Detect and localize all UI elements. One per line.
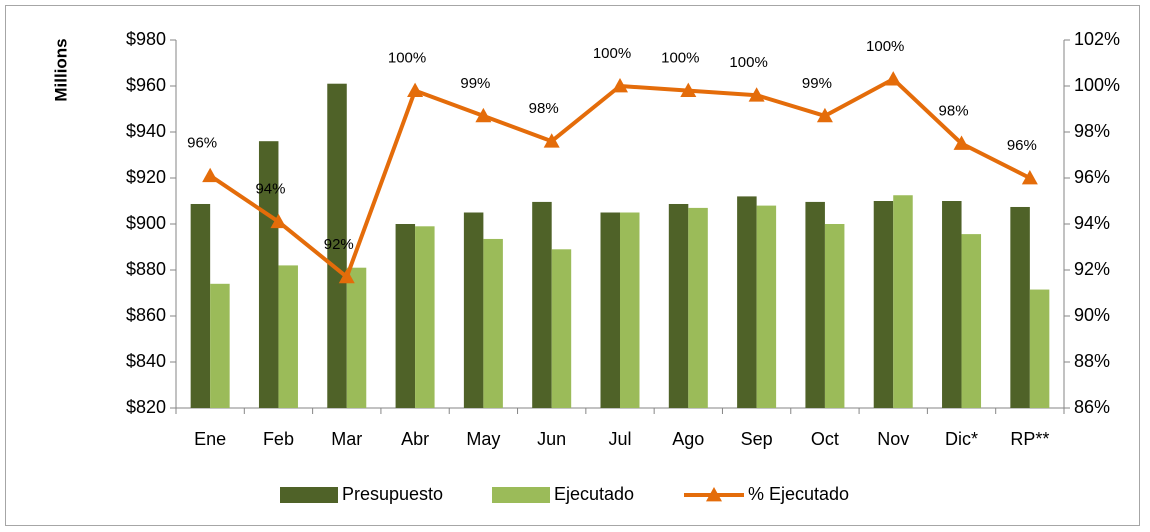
line-marker: [680, 82, 697, 97]
data-label: 98%: [939, 102, 969, 119]
y2-tick-label: 86%: [1074, 397, 1110, 417]
bar: [873, 201, 894, 408]
y-tick-label: $960: [126, 75, 166, 95]
bar: [600, 212, 620, 408]
line-marker: [612, 78, 628, 93]
bar: [620, 212, 640, 408]
x-tick-label: Mar: [331, 429, 362, 449]
x-tick-label: Jun: [537, 429, 566, 449]
bar: [1029, 289, 1050, 408]
line-marker: [543, 133, 560, 148]
bar: [688, 207, 708, 408]
data-label: 96%: [1007, 137, 1037, 154]
bar: [278, 265, 298, 408]
bar: [327, 83, 347, 408]
x-tick-label: Nov: [877, 429, 909, 449]
bar: [805, 201, 825, 408]
line-marker: [953, 135, 970, 150]
y2-tick-label: 98%: [1074, 121, 1110, 141]
data-label: 100%: [729, 54, 767, 71]
legend-label: % Ejecutado: [748, 484, 849, 504]
x-tick-label: Abr: [401, 429, 429, 449]
bar: [463, 212, 484, 408]
x-tick-label: Sep: [741, 429, 773, 449]
data-label: 96%: [187, 135, 217, 152]
data-label: 99%: [802, 75, 832, 92]
y-tick-label: $940: [126, 121, 166, 141]
line-marker: [1021, 170, 1038, 185]
y-tick-label: $820: [126, 397, 166, 417]
y-tick-label: $920: [126, 167, 166, 187]
bar: [395, 224, 416, 408]
data-label: 99%: [460, 75, 490, 92]
x-tick-label: RP**: [1010, 429, 1049, 449]
bar: [1010, 206, 1030, 408]
y-axis-label: Millions: [51, 38, 70, 101]
bar: [415, 226, 435, 408]
data-label: 100%: [661, 50, 699, 67]
y2-tick-label: 96%: [1074, 167, 1110, 187]
x-tick-label: Feb: [263, 429, 294, 449]
line-marker: [202, 167, 219, 183]
bar: [668, 203, 689, 408]
bar: [961, 234, 982, 408]
x-tick-label: May: [466, 429, 500, 449]
legend-swatch: [280, 487, 338, 503]
line-marker: [270, 213, 287, 229]
bar: [893, 195, 913, 408]
y2-tick-label: 100%: [1074, 75, 1120, 95]
y-tick-label: $860: [126, 305, 166, 325]
bar: [190, 203, 211, 408]
legend-swatch: [492, 487, 550, 503]
line-marker: [338, 268, 355, 284]
data-label: 100%: [388, 50, 426, 67]
bar: [942, 201, 962, 408]
bar: [346, 267, 367, 408]
bar: [532, 201, 552, 408]
line-marker: [816, 107, 833, 123]
y2-tick-label: 94%: [1074, 213, 1110, 233]
y-tick-label: $840: [126, 351, 166, 371]
bar: [824, 224, 845, 408]
x-tick-label: Jul: [608, 429, 631, 449]
y-tick-label: $980: [126, 29, 166, 49]
legend-label: Ejecutado: [554, 484, 634, 504]
line-marker: [748, 87, 765, 102]
line-marker: [885, 71, 902, 86]
line-marker: [407, 82, 424, 97]
y-tick-label: $880: [126, 259, 166, 279]
bar: [483, 238, 503, 408]
data-label: 100%: [866, 38, 904, 55]
bar: [258, 141, 279, 408]
y-tick-label: $900: [126, 213, 166, 233]
data-label: 94%: [255, 181, 285, 198]
y2-tick-label: 102%: [1074, 29, 1120, 49]
bar: [756, 205, 777, 408]
data-label: 92%: [324, 236, 354, 253]
bar: [551, 249, 572, 408]
x-tick-label: Oct: [811, 429, 839, 449]
x-tick-label: Ago: [672, 429, 704, 449]
data-label: 100%: [593, 45, 631, 62]
y2-tick-label: 92%: [1074, 259, 1110, 279]
x-tick-label: Dic*: [945, 429, 978, 449]
data-label: 98%: [529, 100, 559, 117]
legend-marker: [706, 487, 722, 502]
bar: [210, 283, 230, 408]
x-tick-label: Ene: [194, 429, 226, 449]
y2-tick-label: 88%: [1074, 351, 1110, 371]
y2-tick-label: 90%: [1074, 305, 1110, 325]
bar: [737, 196, 757, 408]
line-marker: [475, 107, 492, 123]
legend-label: Presupuesto: [342, 484, 443, 504]
